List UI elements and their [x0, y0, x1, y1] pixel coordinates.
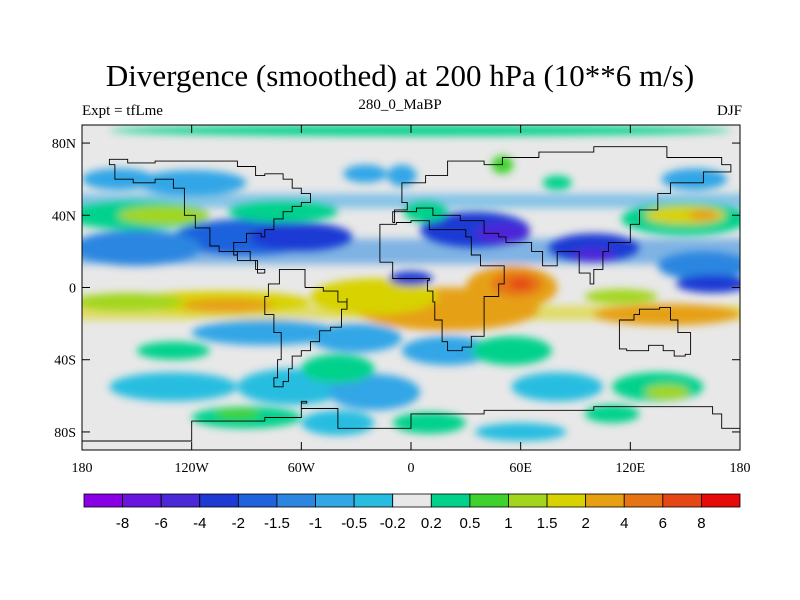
- y-tick-label: 40S: [54, 354, 76, 369]
- colorbar-label: -1: [309, 515, 322, 532]
- colorbar-label: -2: [232, 515, 245, 532]
- colorbar-swatch: [701, 493, 741, 508]
- y-axis-ticks: 80N 40N 0 40S 80S: [52, 137, 740, 441]
- field-blob: [191, 320, 338, 346]
- field-blob: [109, 372, 238, 402]
- field-blob: [250, 222, 353, 252]
- field-blob: [310, 323, 402, 353]
- colorbar-label: -4: [193, 515, 206, 532]
- field-contours: [82, 125, 740, 441]
- colorbar-swatch: [276, 493, 316, 508]
- colorbar-swatch: [237, 493, 278, 508]
- field-blob: [328, 374, 421, 411]
- field-blob: [584, 404, 640, 423]
- colorbar-label: -0.2: [380, 515, 406, 532]
- field-blob: [387, 164, 417, 187]
- x-tick-label: 0: [408, 461, 415, 476]
- x-tick-label: 180: [730, 461, 751, 476]
- y-tick-label: 80N: [52, 137, 76, 152]
- field-blob: [118, 206, 210, 225]
- colorbar-label: 2: [581, 515, 589, 532]
- field-blob: [571, 247, 616, 263]
- time-label: 280_0_MaBP: [358, 97, 442, 113]
- x-axis-ticks: 180 120W 60W 0 60E 120E 180: [72, 125, 751, 476]
- colorbar-swatch: [662, 493, 702, 508]
- colorbar-swatch: [392, 493, 432, 508]
- field-blob: [403, 200, 448, 223]
- x-tick-label: 120W: [175, 461, 210, 476]
- field-blob: [136, 341, 210, 360]
- coastline-africa: [379, 220, 505, 352]
- coastline-australia: [618, 306, 692, 357]
- x-tick-label: 60E: [509, 461, 532, 476]
- x-tick-label: 120E: [616, 461, 646, 476]
- colorbar-swatch: [469, 493, 509, 508]
- season-label: DJF: [716, 103, 742, 119]
- colorbar-swatch: [623, 493, 664, 508]
- colorbar-swatch: [199, 493, 239, 508]
- field-blob: [511, 372, 603, 402]
- colorbar-swatch: [508, 493, 548, 508]
- colorbar-swatch: [83, 493, 123, 508]
- y-tick-label: 40N: [52, 209, 76, 224]
- field-blob: [136, 170, 247, 196]
- colorbar-swatch: [546, 493, 587, 508]
- field-blob: [542, 175, 572, 190]
- x-tick-label: 180: [72, 461, 93, 476]
- coastline-antarctica: [82, 400, 740, 442]
- colorbar-label: -6: [155, 515, 168, 532]
- field-blob: [474, 422, 567, 441]
- colorbar-label: 1.5: [537, 515, 558, 532]
- coastline-path: [264, 268, 348, 388]
- field-blob: [676, 274, 740, 293]
- colorbar-swatch: [160, 493, 201, 508]
- field-blob: [474, 222, 530, 245]
- colorbar-label: 4: [620, 515, 628, 532]
- field-blob: [215, 408, 260, 420]
- colorbar-swatch: [122, 493, 162, 508]
- colorbar-swatch: [430, 493, 471, 508]
- divergence-field: [82, 125, 740, 441]
- field-blob: [657, 251, 740, 281]
- field-blob: [661, 168, 728, 191]
- colorbar-label: 6: [659, 515, 667, 532]
- field-blob: [584, 289, 658, 304]
- field-blob: [644, 385, 689, 400]
- experiment-label: Expt = tfLme: [82, 103, 163, 119]
- map-area: [81, 124, 741, 451]
- field-blob: [343, 164, 388, 183]
- colorbar-swatch: [585, 493, 625, 508]
- colorbar-label: 1: [504, 515, 512, 532]
- colorbar-label: 0.2: [421, 515, 442, 532]
- colorbar-swatch: [315, 493, 355, 508]
- coastlines: [82, 146, 740, 442]
- colorbar-label: -1.5: [264, 515, 290, 532]
- y-tick-label: 0: [69, 282, 76, 297]
- colorbar: -8 -6 -4 -2 -1.5 -1 -0.5 -0.2 0.2 0.5 1 1.5 2 4 6 8: [83, 493, 741, 532]
- y-tick-label: 80S: [54, 426, 76, 441]
- field-blob: [509, 278, 532, 290]
- field-blob: [688, 209, 719, 221]
- colorbar-label: 8: [697, 515, 705, 532]
- field-blob: [310, 278, 439, 315]
- colorbar-label: 0.5: [459, 515, 480, 532]
- colorbar-swatch: [353, 493, 394, 508]
- field-blob: [109, 125, 731, 136]
- x-tick-label: 60W: [288, 461, 316, 476]
- field-blob: [82, 292, 183, 311]
- colorbar-label: -8: [116, 515, 129, 532]
- coastline-eurasia: [392, 146, 732, 285]
- field-blob: [392, 412, 466, 434]
- field-blob: [548, 233, 640, 263]
- field-blob: [82, 229, 201, 266]
- field-blob: [182, 298, 274, 313]
- colorbar-label: -0.5: [341, 515, 367, 532]
- field-blob: [471, 336, 552, 366]
- field-blob: [301, 354, 375, 384]
- plot-title: Divergence (smoothed) at 200 hPa (10**6 …: [105, 58, 695, 93]
- coastline-northamerica: [108, 158, 311, 274]
